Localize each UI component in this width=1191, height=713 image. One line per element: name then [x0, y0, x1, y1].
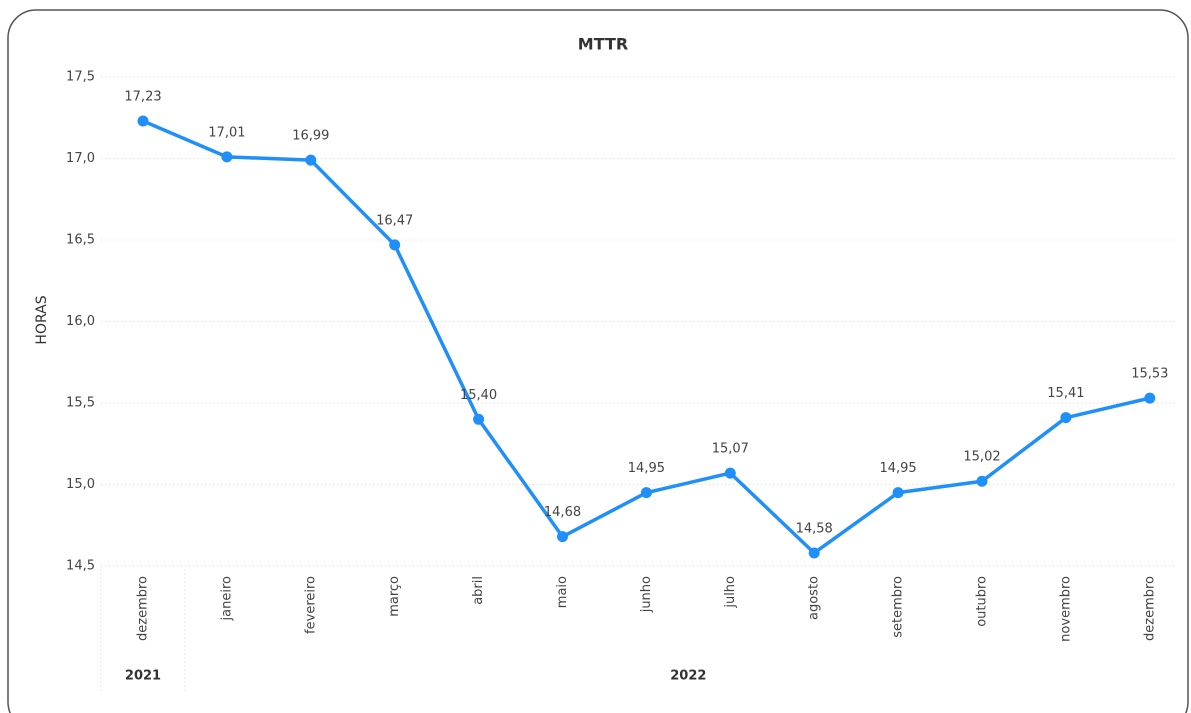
x-tick-label: fevereiro — [303, 576, 318, 634]
point — [137, 115, 149, 127]
x-group-label: 2022 — [670, 669, 706, 684]
data-label: 17,23 — [124, 90, 161, 105]
point — [557, 531, 568, 543]
point — [724, 467, 736, 479]
data-label: 15,40 — [460, 388, 497, 403]
point — [976, 475, 988, 487]
x-tick-label: agosto — [807, 576, 822, 620]
x-tick-label: outubro — [975, 576, 990, 627]
point — [473, 413, 485, 425]
point — [892, 487, 904, 499]
x-tick-label: junho — [639, 576, 654, 613]
y-tick-label: 14,5 — [66, 559, 95, 574]
point — [305, 154, 317, 166]
x-tick-label: dezembro — [136, 576, 151, 641]
x-tick-label: maio — [555, 576, 570, 608]
y-tick-label: 16,5 — [66, 233, 95, 248]
x-tick-label: julho — [723, 576, 738, 609]
y-tick-label: 17,5 — [66, 70, 95, 85]
card — [7, 9, 1189, 713]
data-label: 17,01 — [208, 125, 245, 140]
data-label: 15,53 — [1131, 367, 1168, 382]
x-group-label: 2021 — [125, 669, 161, 684]
x-tick-label: janeiro — [219, 576, 234, 621]
y-axis-label: HORAS — [34, 295, 50, 344]
point — [1060, 412, 1072, 424]
data-label: 14,95 — [628, 461, 665, 476]
point — [221, 151, 233, 163]
x-tick-label: novembro — [1058, 576, 1073, 642]
y-tick-label: 16,0 — [66, 314, 95, 329]
y-tick-label: 17,0 — [66, 151, 95, 166]
x-tick-label: setembro — [891, 576, 906, 638]
data-label: 16,99 — [292, 129, 329, 144]
data-label: 16,47 — [376, 213, 413, 228]
data-label: 15,07 — [712, 442, 749, 457]
data-label: 14,95 — [879, 461, 916, 476]
point — [808, 547, 820, 559]
point — [1144, 392, 1156, 404]
x-tick-label: março — [387, 576, 402, 617]
x-tick-label: dezembro — [1142, 576, 1157, 641]
chart-title: MTTR — [578, 35, 628, 54]
data-label: 15,41 — [1047, 386, 1084, 401]
data-label: 14,68 — [544, 505, 581, 520]
x-tick-label: abril — [471, 576, 486, 605]
point — [389, 239, 401, 251]
data-label: 14,58 — [796, 521, 833, 536]
y-tick-label: 15,0 — [66, 477, 95, 492]
y-tick-label: 15,5 — [66, 396, 95, 411]
data-label: 15,02 — [963, 450, 1000, 465]
point — [640, 487, 652, 499]
